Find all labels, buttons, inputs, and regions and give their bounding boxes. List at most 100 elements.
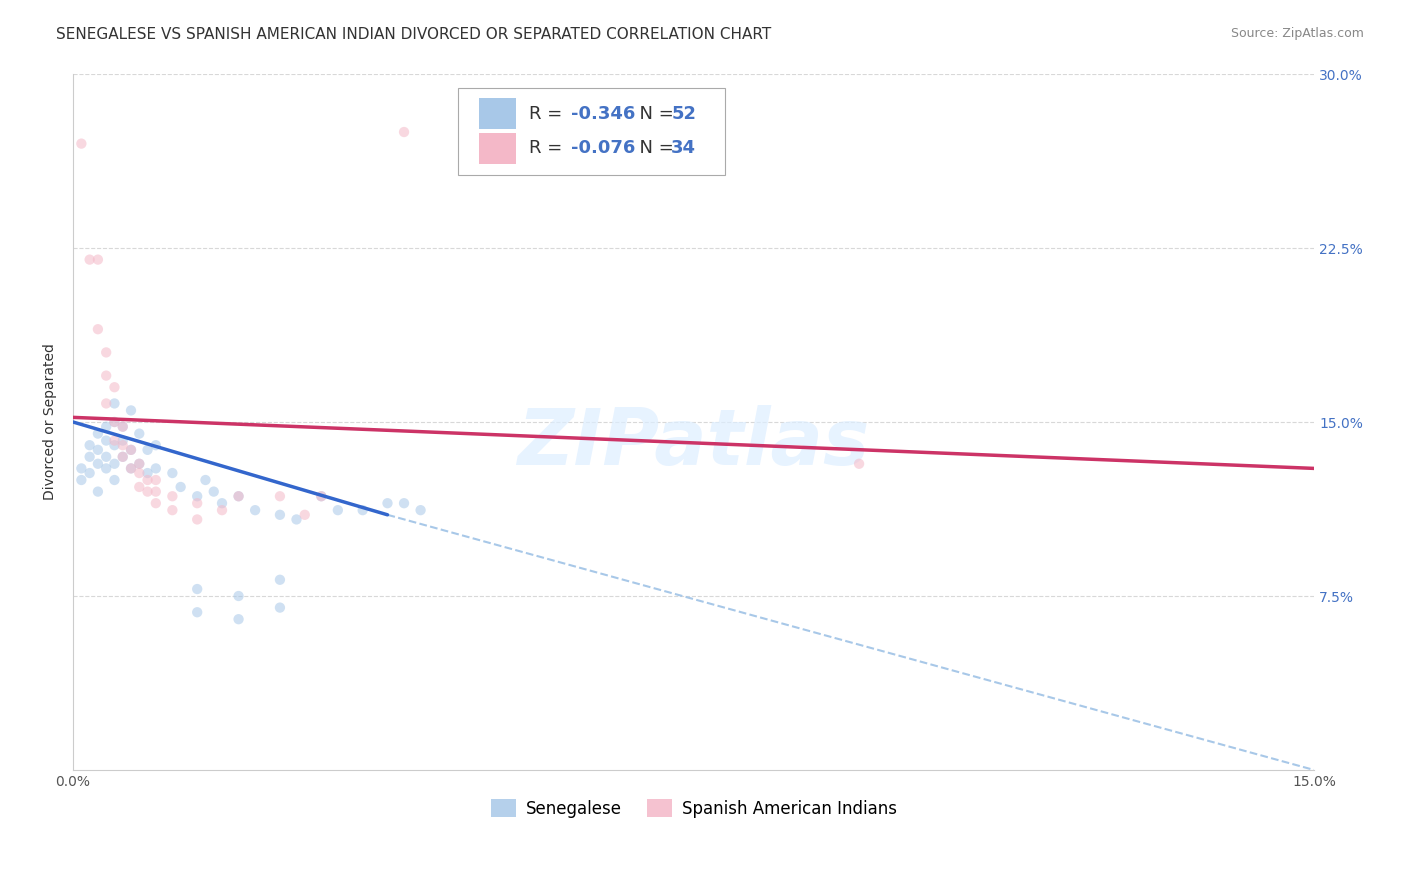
Point — [186, 496, 208, 510]
Point — [269, 489, 291, 503]
Point — [70, 136, 93, 151]
Point — [111, 450, 134, 464]
Point — [111, 419, 134, 434]
Point — [103, 396, 125, 410]
Point — [96, 419, 118, 434]
Point — [162, 489, 184, 503]
Point — [96, 461, 118, 475]
Point — [211, 503, 233, 517]
Text: 34: 34 — [671, 139, 696, 158]
Point — [162, 503, 184, 517]
Point — [228, 489, 250, 503]
Point — [848, 457, 870, 471]
Point — [87, 484, 110, 499]
Point — [136, 473, 159, 487]
Point — [120, 461, 142, 475]
Point — [96, 345, 118, 359]
Point — [111, 450, 134, 464]
Text: 52: 52 — [671, 104, 696, 123]
Point — [120, 442, 142, 457]
Point — [145, 496, 167, 510]
Point — [96, 450, 118, 464]
Text: ZIPatlas: ZIPatlas — [517, 405, 870, 481]
Point — [96, 396, 118, 410]
Point — [79, 438, 101, 452]
FancyBboxPatch shape — [479, 133, 516, 164]
Point — [186, 489, 208, 503]
Text: -0.346: -0.346 — [571, 104, 636, 123]
Point — [128, 457, 150, 471]
Point — [326, 503, 349, 517]
Point — [145, 461, 167, 475]
Point — [111, 419, 134, 434]
Point — [128, 426, 150, 441]
Point — [392, 125, 415, 139]
Point — [70, 461, 93, 475]
Point — [311, 489, 333, 503]
Point — [120, 461, 142, 475]
Point — [96, 434, 118, 448]
Point — [87, 252, 110, 267]
Text: N =: N = — [628, 139, 679, 158]
Point — [79, 466, 101, 480]
Point — [103, 473, 125, 487]
Point — [269, 573, 291, 587]
Point — [87, 442, 110, 457]
Legend: Senegalese, Spanish American Indians: Senegalese, Spanish American Indians — [484, 793, 903, 824]
Point — [103, 438, 125, 452]
Text: N =: N = — [628, 104, 679, 123]
Point — [136, 442, 159, 457]
Point — [87, 457, 110, 471]
Point — [186, 512, 208, 526]
Point — [186, 582, 208, 596]
Point — [87, 426, 110, 441]
Text: R =: R = — [529, 139, 568, 158]
Point — [128, 466, 150, 480]
Point — [136, 466, 159, 480]
Point — [103, 457, 125, 471]
Point — [162, 466, 184, 480]
Point — [145, 484, 167, 499]
Point — [128, 457, 150, 471]
Point — [103, 415, 125, 429]
Point — [294, 508, 316, 522]
Point — [103, 380, 125, 394]
Point — [269, 508, 291, 522]
Point — [169, 480, 191, 494]
Point — [285, 512, 308, 526]
Y-axis label: Divorced or Separated: Divorced or Separated — [44, 343, 58, 500]
Point — [79, 450, 101, 464]
Point — [87, 322, 110, 336]
Point — [103, 415, 125, 429]
Point — [228, 589, 250, 603]
Point — [311, 489, 333, 503]
Point — [120, 442, 142, 457]
Point — [377, 496, 399, 510]
Point — [228, 612, 250, 626]
Point — [145, 473, 167, 487]
Point — [392, 496, 415, 510]
Point — [409, 503, 432, 517]
Point — [120, 403, 142, 417]
Point — [269, 600, 291, 615]
Point — [111, 438, 134, 452]
Point — [128, 480, 150, 494]
Text: R =: R = — [529, 104, 568, 123]
Text: Source: ZipAtlas.com: Source: ZipAtlas.com — [1230, 27, 1364, 40]
Point — [136, 484, 159, 499]
FancyBboxPatch shape — [458, 88, 724, 175]
Point — [96, 368, 118, 383]
Point — [111, 434, 134, 448]
Text: -0.076: -0.076 — [571, 139, 636, 158]
FancyBboxPatch shape — [479, 98, 516, 129]
Point — [352, 503, 374, 517]
Point — [79, 252, 101, 267]
Point — [243, 503, 266, 517]
Point — [194, 473, 217, 487]
Point — [228, 489, 250, 503]
Point — [211, 496, 233, 510]
Point — [202, 484, 225, 499]
Point — [145, 438, 167, 452]
Text: SENEGALESE VS SPANISH AMERICAN INDIAN DIVORCED OR SEPARATED CORRELATION CHART: SENEGALESE VS SPANISH AMERICAN INDIAN DI… — [56, 27, 772, 42]
Point — [103, 434, 125, 448]
